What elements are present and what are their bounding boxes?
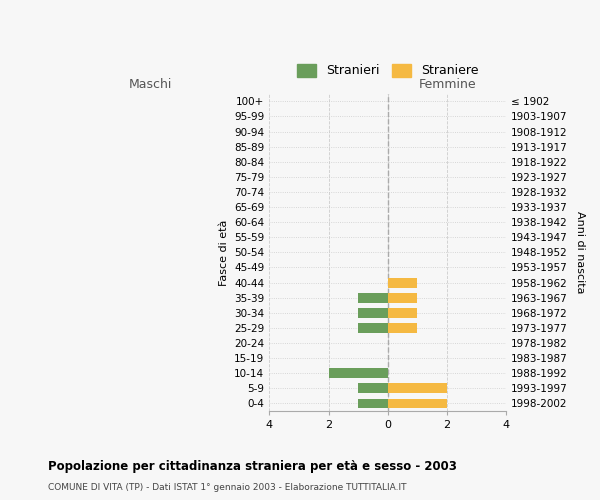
Bar <box>388 384 447 393</box>
Bar <box>388 278 418 287</box>
Text: Maschi: Maschi <box>129 78 172 90</box>
Bar <box>358 323 388 333</box>
Text: Popolazione per cittadinanza straniera per età e sesso - 2003: Popolazione per cittadinanza straniera p… <box>48 460 457 473</box>
Bar <box>388 398 447 408</box>
Bar <box>358 293 388 302</box>
Bar <box>358 308 388 318</box>
Text: COMUNE DI VITA (TP) - Dati ISTAT 1° gennaio 2003 - Elaborazione TUTTITALIA.IT: COMUNE DI VITA (TP) - Dati ISTAT 1° genn… <box>48 482 407 492</box>
Text: Femmine: Femmine <box>418 78 476 90</box>
Y-axis label: Anni di nascita: Anni di nascita <box>575 211 585 294</box>
Legend: Stranieri, Straniere: Stranieri, Straniere <box>292 59 484 82</box>
Bar <box>388 308 418 318</box>
Bar <box>358 384 388 393</box>
Bar <box>388 323 418 333</box>
Bar <box>329 368 388 378</box>
Y-axis label: Fasce di età: Fasce di età <box>218 219 229 286</box>
Bar <box>358 398 388 408</box>
Bar <box>388 293 418 302</box>
